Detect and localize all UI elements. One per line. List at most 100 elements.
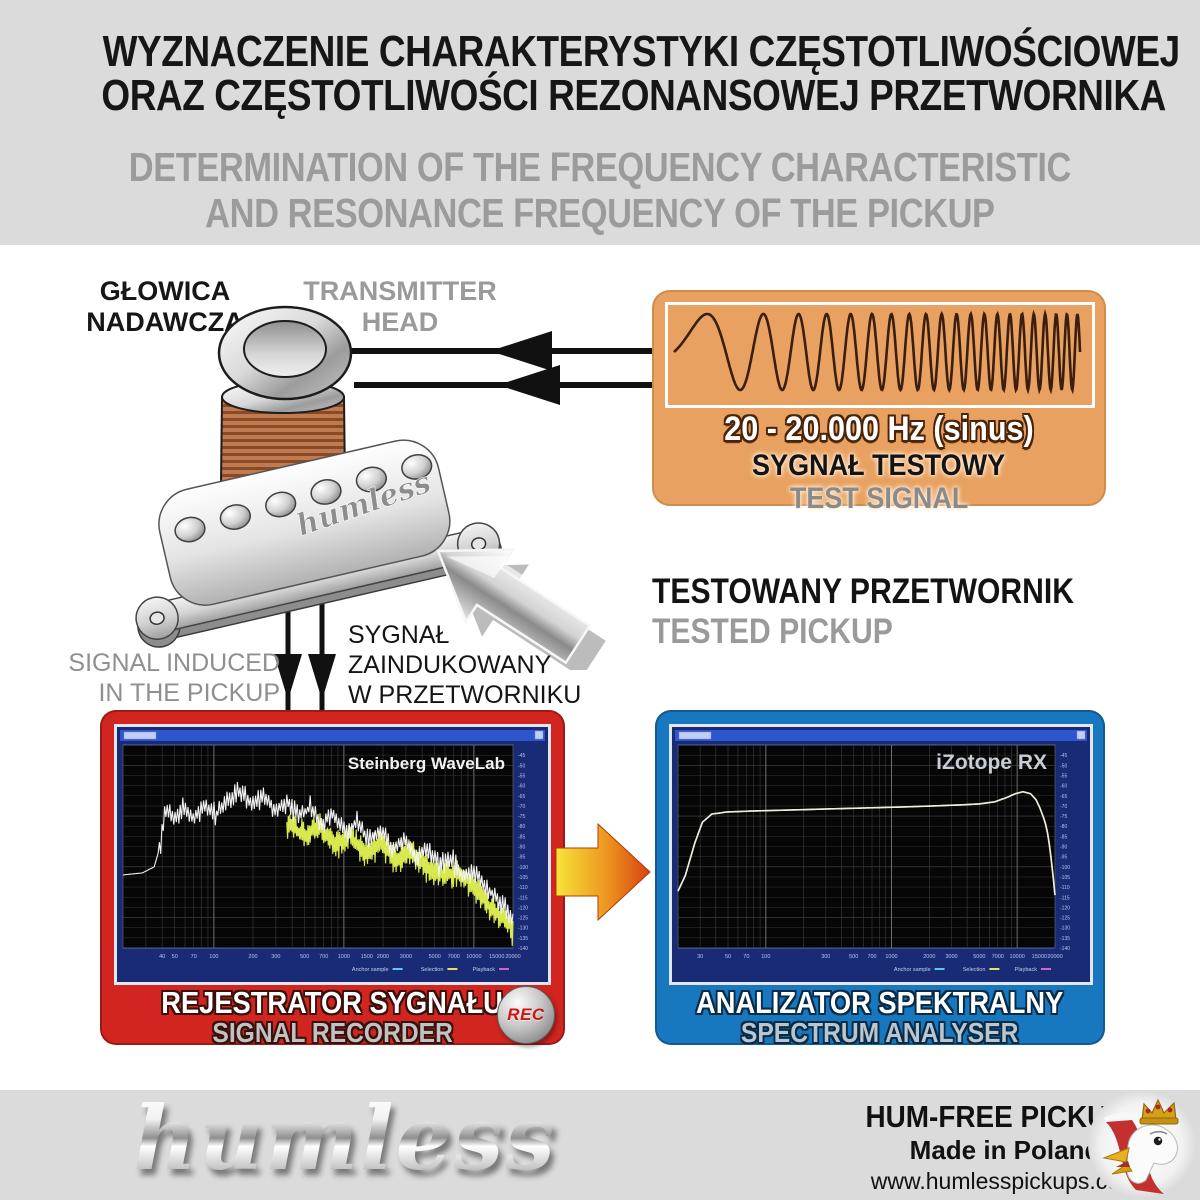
- tested-pickup-label-pl: TESTOWANY PRZETWORNIK: [652, 572, 1074, 611]
- svg-text:-45: -45: [1060, 753, 1067, 759]
- svg-text:Selection: Selection: [963, 967, 986, 973]
- svg-text:-55: -55: [1060, 773, 1067, 779]
- svg-text:-140: -140: [1060, 946, 1070, 952]
- svg-text:7000: 7000: [448, 954, 460, 960]
- svg-text:-60: -60: [518, 784, 525, 790]
- svg-text:Anchor sample: Anchor sample: [894, 967, 931, 973]
- subtitle-en-line1: DETERMINATION OF THE FREQUENCY CHARACTER…: [128, 144, 1072, 190]
- signal-recorder-box: 40 50 70 100 200 300 500 700 1000 1500 2000 3000 500…: [100, 710, 565, 1048]
- eagle-logo: [1088, 1090, 1196, 1198]
- spectrum-analyser-box: 30 50 70 100 300 500 700 1000 2000 3000 5000 7000 10…: [655, 710, 1105, 1048]
- svg-text:10000: 10000: [466, 954, 481, 960]
- pickup-illustration: humless: [135, 439, 503, 648]
- title-pl-line1: WYZNACZENIE CHARAKTERYSTYKI CZĘSTOTLIWOŚ…: [102, 27, 1181, 76]
- transmitter-head-label-pl: GŁOWICA NADAWCZA: [60, 276, 270, 338]
- header-band: WYZNACZENIE CHARAKTERYSTYKI CZĘSTOTLIWOŚ…: [0, 0, 1200, 245]
- arrowhead-down-icon: [274, 654, 302, 700]
- svg-text:-110: -110: [1060, 885, 1070, 891]
- svg-text:500: 500: [849, 954, 858, 960]
- arrowhead-left-icon: [490, 331, 552, 371]
- svg-text:-140: -140: [518, 946, 528, 952]
- svg-text:-125: -125: [518, 916, 528, 922]
- rec-badge: REC: [497, 986, 555, 1044]
- transmitter-head-label-en-line1: TRANSMITTER: [303, 276, 497, 306]
- svg-text:50: 50: [725, 954, 731, 960]
- signal-recorder-screenshot: 40 50 70 100 200 300 500 700 1000 1500 2000 3000 500…: [114, 724, 551, 985]
- spectrum-analyser-label-pl: ANALIZATOR SPEKTRALNY: [696, 985, 1064, 1020]
- svg-text:-135: -135: [1060, 936, 1070, 942]
- title-gap: [0, 118, 1200, 144]
- transmitter-head-label-pl-line2: NADAWCZA: [86, 307, 244, 337]
- svg-text:Playback: Playback: [1015, 967, 1038, 973]
- svg-text:-45: -45: [518, 753, 525, 759]
- svg-text:100: 100: [761, 954, 770, 960]
- svg-text:-125: -125: [1060, 916, 1070, 922]
- svg-text:2000: 2000: [923, 954, 935, 960]
- test-signal-box: 20 - 20.000 Hz (sinus) SYGNAŁ TESTOWY TE…: [652, 290, 1106, 515]
- svg-text:70: 70: [191, 954, 197, 960]
- flow-arrow-icon: [555, 822, 651, 922]
- eagle-beak-upper: [1102, 1147, 1130, 1163]
- svg-text:-95: -95: [1060, 855, 1067, 861]
- svg-text:2000: 2000: [377, 954, 389, 960]
- svg-text:15000: 15000: [489, 954, 504, 960]
- svg-text:300: 300: [821, 954, 830, 960]
- svg-text:Playback: Playback: [473, 967, 496, 973]
- svg-text:iZotope RX: iZotope RX: [936, 751, 1047, 774]
- svg-text:-115: -115: [1060, 895, 1070, 901]
- test-signal-label-pl: SYGNAŁ TESTOWY: [752, 449, 1006, 482]
- chirp-frame: [665, 302, 1095, 408]
- svg-text:7000: 7000: [992, 954, 1004, 960]
- svg-text:-80: -80: [518, 824, 525, 830]
- svg-text:-85: -85: [518, 834, 525, 840]
- test-signal-wires: [350, 331, 658, 405]
- tested-pickup-arrow: [436, 548, 606, 670]
- svg-text:Anchor sample: Anchor sample: [352, 967, 389, 973]
- transmitter-head-label-en: TRANSMITTER HEAD: [300, 276, 500, 338]
- transmitter-head-label-pl-line1: GŁOWICA: [99, 276, 231, 306]
- svg-text:-70: -70: [518, 804, 525, 810]
- test-signal-label-en: TEST SIGNAL: [789, 482, 969, 515]
- frequency-range-label: 20 - 20.000 Hz (sinus): [724, 410, 1034, 448]
- svg-text:500: 500: [300, 954, 309, 960]
- footer-website: www.humlesspickups.com: [870, 1168, 1140, 1194]
- tested-pickup-label-en: TESTED PICKUP: [652, 612, 893, 651]
- transmitter-head-label-en-line2: HEAD: [361, 307, 439, 337]
- svg-text:1500: 1500: [361, 954, 373, 960]
- footer-origin: Made in Poland: [909, 1135, 1101, 1165]
- svg-text:-50: -50: [518, 763, 525, 769]
- svg-text:-120: -120: [518, 905, 528, 911]
- arrowhead-down-icon: [308, 654, 336, 700]
- svg-text:-55: -55: [518, 773, 525, 779]
- svg-text:-115: -115: [518, 895, 528, 901]
- svg-text:30: 30: [697, 954, 703, 960]
- spectrum-analyser-screenshot: 30 50 70 100 300 500 700 1000 2000 3000 5000 7000 10…: [669, 724, 1093, 985]
- svg-text:100: 100: [209, 954, 218, 960]
- svg-text:-65: -65: [1060, 794, 1067, 800]
- svg-text:-135: -135: [518, 936, 528, 942]
- svg-text:-95: -95: [518, 855, 525, 861]
- svg-text:-100: -100: [1060, 865, 1070, 871]
- svg-text:-100: -100: [518, 865, 528, 871]
- humless-logo: humless: [130, 1086, 560, 1190]
- svg-text:3000: 3000: [945, 954, 957, 960]
- svg-text:70: 70: [743, 954, 749, 960]
- sine-sweep-wave: [673, 308, 1082, 395]
- svg-text:-90: -90: [518, 845, 525, 851]
- svg-text:20000: 20000: [1047, 954, 1062, 960]
- coil-center-hole: [243, 320, 327, 378]
- crown-icon: [1139, 1098, 1179, 1125]
- svg-text:15000: 15000: [1032, 954, 1047, 960]
- svg-text:3000: 3000: [400, 954, 412, 960]
- svg-text:-105: -105: [1060, 875, 1070, 881]
- svg-text:-110: -110: [518, 885, 528, 891]
- svg-text:-75: -75: [1060, 814, 1067, 820]
- svg-text:-90: -90: [1060, 845, 1067, 851]
- spectrum-analyser-label-en: SPECTRUM ANALYSER: [741, 1017, 1019, 1048]
- svg-text:-50: -50: [1060, 763, 1067, 769]
- signal-recorder-label-en: SIGNAL RECORDER: [212, 1017, 453, 1048]
- svg-text:-80: -80: [1060, 824, 1067, 830]
- svg-text:-70: -70: [1060, 804, 1067, 810]
- title-pl-line2: ORAZ CZĘSTOTLIWOŚCI REZONANSOWEJ PRZETWO…: [101, 71, 1166, 120]
- svg-text:-65: -65: [518, 794, 525, 800]
